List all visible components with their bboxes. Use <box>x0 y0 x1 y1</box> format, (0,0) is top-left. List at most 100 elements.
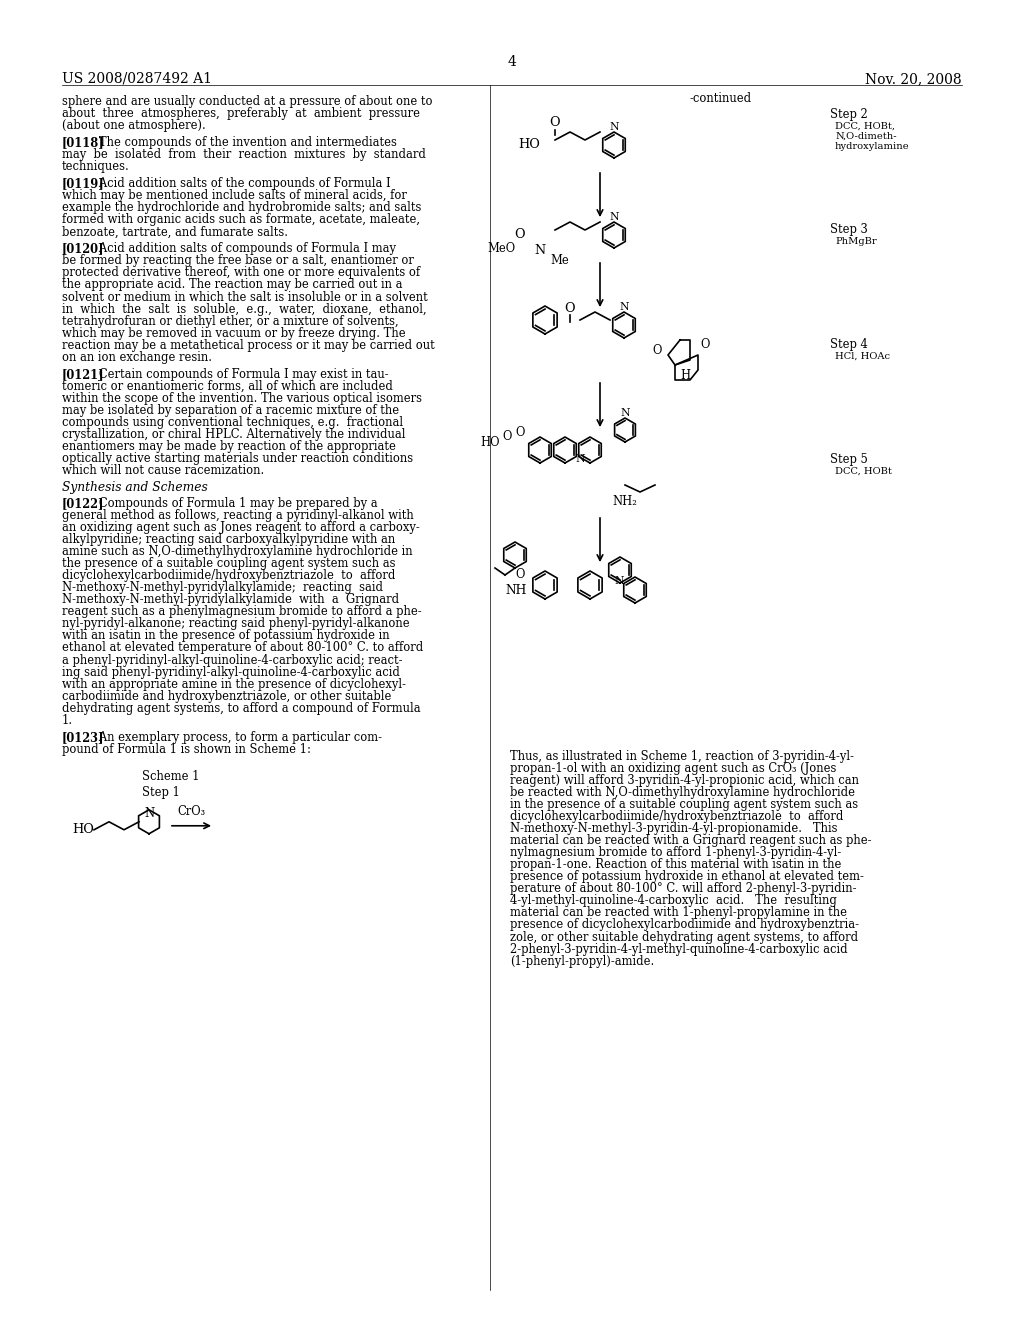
Text: tomeric or enantiomeric forms, all of which are included: tomeric or enantiomeric forms, all of wh… <box>62 380 393 393</box>
Text: DCC, HOBt,: DCC, HOBt, <box>835 121 895 131</box>
Text: [0118]: [0118] <box>62 136 104 149</box>
Text: Synthesis and Schemes: Synthesis and Schemes <box>62 480 208 494</box>
Text: Step 1: Step 1 <box>142 785 180 799</box>
Text: zole, or other suitable dehydrating agent systems, to afford: zole, or other suitable dehydrating agen… <box>510 931 858 944</box>
Text: presence of dicyclohexylcarbodiimide and hydroxybenztria-: presence of dicyclohexylcarbodiimide and… <box>510 919 859 932</box>
Text: nylmagnesium bromide to afford 1-phenyl-3-pyridin-4-yl-: nylmagnesium bromide to afford 1-phenyl-… <box>510 846 842 859</box>
Text: O: O <box>564 301 575 314</box>
Text: O: O <box>515 228 525 242</box>
Text: Acid addition salts of compounds of Formula I may: Acid addition salts of compounds of Form… <box>88 243 396 255</box>
Text: 4-yl-methyl-quinoline-4-carboxylic  acid.   The  resulting: 4-yl-methyl-quinoline-4-carboxylic acid.… <box>510 895 837 907</box>
Text: [0123]: [0123] <box>62 731 104 743</box>
Text: O: O <box>515 569 524 582</box>
Text: on an ion exchange resin.: on an ion exchange resin. <box>62 351 212 364</box>
Text: N-methoxy-N-methyl-3-pyridin-4-yl-propionamide.   This: N-methoxy-N-methyl-3-pyridin-4-yl-propio… <box>510 822 838 836</box>
Text: [0122]: [0122] <box>62 498 104 510</box>
Text: N: N <box>609 213 618 222</box>
Text: compounds using conventional techniques, e.g.  fractional: compounds using conventional techniques,… <box>62 416 403 429</box>
Text: dicyclohexylcarbodiimide/hydroxybenztriazole  to  afford: dicyclohexylcarbodiimide/hydroxybenztria… <box>510 810 844 824</box>
Text: ing said phenyl-pyridinyl-alkyl-quinoline-4-carboxylic acid: ing said phenyl-pyridinyl-alkyl-quinolin… <box>62 665 400 678</box>
Text: which may be mentioned include salts of mineral acids, for: which may be mentioned include salts of … <box>62 189 407 202</box>
Text: H: H <box>680 370 690 381</box>
Text: N-methoxy-N-methyl-pyridylalkylamide;  reacting  said: N-methoxy-N-methyl-pyridylalkylamide; re… <box>62 581 383 594</box>
Text: crystallization, or chiral HPLC. Alternatively the individual: crystallization, or chiral HPLC. Alterna… <box>62 428 406 441</box>
Text: Nov. 20, 2008: Nov. 20, 2008 <box>865 73 962 86</box>
Text: PhMgBr: PhMgBr <box>835 238 877 246</box>
Text: a phenyl-pyridinyl-alkyl-quinoline-4-carboxylic acid; react-: a phenyl-pyridinyl-alkyl-quinoline-4-car… <box>62 653 402 667</box>
Text: an oxidizing agent such as Jones reagent to afford a carboxy-: an oxidizing agent such as Jones reagent… <box>62 521 420 535</box>
Text: [0119]: [0119] <box>62 177 104 190</box>
Text: formed with organic acids such as formate, acetate, maleate,: formed with organic acids such as format… <box>62 214 420 226</box>
Text: An exemplary process, to form a particular com-: An exemplary process, to form a particul… <box>88 731 382 743</box>
Text: be reacted with N,O-dimethylhydroxylamine hydrochloride: be reacted with N,O-dimethylhydroxylamin… <box>510 787 855 799</box>
Text: techniques.: techniques. <box>62 160 130 173</box>
Text: DCC, HOBt: DCC, HOBt <box>835 467 892 477</box>
Text: reaction may be a metathetical process or it may be carried out: reaction may be a metathetical process o… <box>62 339 435 351</box>
Text: Scheme 1: Scheme 1 <box>142 770 200 783</box>
Text: Step 5: Step 5 <box>830 453 868 466</box>
Text: dicyclohexylcarbodiimide/hydroxybenztriazole  to  afford: dicyclohexylcarbodiimide/hydroxybenztria… <box>62 569 395 582</box>
Text: N: N <box>609 121 618 132</box>
Text: HCl, HOAc: HCl, HOAc <box>835 352 890 360</box>
Text: material can be reacted with 1-phenyl-propylamine in the: material can be reacted with 1-phenyl-pr… <box>510 907 847 920</box>
Text: 4: 4 <box>508 55 516 69</box>
Text: reagent such as a phenylmagnesium bromide to afford a phe-: reagent such as a phenylmagnesium bromid… <box>62 606 422 618</box>
Text: N: N <box>620 302 629 312</box>
Text: 2-phenyl-3-pyridin-4-yl-methyl-quinoline-4-carboxylic acid: 2-phenyl-3-pyridin-4-yl-methyl-quinoline… <box>510 942 848 956</box>
Text: enantiomers may be made by reaction of the appropriate: enantiomers may be made by reaction of t… <box>62 440 396 453</box>
Text: sphere and are usually conducted at a pressure of about one to: sphere and are usually conducted at a pr… <box>62 95 432 108</box>
Text: may  be  isolated  from  their  reaction  mixtures  by  standard: may be isolated from their reaction mixt… <box>62 148 426 161</box>
Text: in  which  the  salt  is  soluble,  e.g.,  water,  dioxane,  ethanol,: in which the salt is soluble, e.g., wate… <box>62 302 427 315</box>
Text: N: N <box>614 576 625 586</box>
Text: ethanol at elevated temperature of about 80-100° C. to afford: ethanol at elevated temperature of about… <box>62 642 423 655</box>
Text: (about one atmosphere).: (about one atmosphere). <box>62 119 206 132</box>
Text: N-methoxy-N-methyl-pyridylalkylamide  with  a  Grignard: N-methoxy-N-methyl-pyridylalkylamide wit… <box>62 593 399 606</box>
Text: within the scope of the invention. The various optical isomers: within the scope of the invention. The v… <box>62 392 422 405</box>
Text: Compounds of Formula 1 may be prepared by a: Compounds of Formula 1 may be prepared b… <box>88 498 378 510</box>
Text: NH: NH <box>506 583 527 597</box>
Text: HO: HO <box>480 436 500 449</box>
Text: CrO₃: CrO₃ <box>177 805 205 818</box>
Text: Step 4: Step 4 <box>830 338 867 351</box>
Text: Step 3: Step 3 <box>830 223 867 236</box>
Text: material can be reacted with a Grignard reagent such as phe-: material can be reacted with a Grignard … <box>510 834 871 847</box>
Text: nyl-pyridyl-alkanone; reacting said phenyl-pyridyl-alkanone: nyl-pyridyl-alkanone; reacting said phen… <box>62 618 410 631</box>
Text: Step 2: Step 2 <box>830 108 867 121</box>
Text: -continued: -continued <box>690 92 752 106</box>
Text: be formed by reacting the free base or a salt, enantiomer or: be formed by reacting the free base or a… <box>62 255 414 268</box>
Text: protected derivative thereof, with one or more equivalents of: protected derivative thereof, with one o… <box>62 267 420 280</box>
Text: O: O <box>652 343 662 356</box>
Text: example the hydrochloride and hydrobromide salts; and salts: example the hydrochloride and hydrobromi… <box>62 201 421 214</box>
Text: Thus, as illustrated in Scheme 1, reaction of 3-pyridin-4-yl-: Thus, as illustrated in Scheme 1, reacti… <box>510 750 854 763</box>
Text: the appropriate acid. The reaction may be carried out in a: the appropriate acid. The reaction may b… <box>62 279 402 292</box>
Text: hydroxylamine: hydroxylamine <box>835 143 909 150</box>
Text: the presence of a suitable coupling agent system such as: the presence of a suitable coupling agen… <box>62 557 395 570</box>
Text: with an appropriate amine in the presence of dicyclohexyl-: with an appropriate amine in the presenc… <box>62 677 406 690</box>
Text: optically active starting materials under reaction conditions: optically active starting materials unde… <box>62 451 413 465</box>
Text: tetrahydrofuran or diethyl ether, or a mixture of solvents,: tetrahydrofuran or diethyl ether, or a m… <box>62 314 398 327</box>
Text: which may be removed in vacuum or by freeze drying. The: which may be removed in vacuum or by fre… <box>62 326 406 339</box>
Text: O: O <box>503 429 512 442</box>
Text: O: O <box>700 338 710 351</box>
Text: O: O <box>515 425 524 438</box>
Text: Certain compounds of Formula I may exist in tau-: Certain compounds of Formula I may exist… <box>88 368 388 380</box>
Text: The compounds of the invention and intermediates: The compounds of the invention and inter… <box>88 136 396 149</box>
Text: [0121]: [0121] <box>62 368 104 380</box>
Text: N: N <box>621 408 630 418</box>
Text: solvent or medium in which the salt is insoluble or in a solvent: solvent or medium in which the salt is i… <box>62 290 428 304</box>
Text: 1.: 1. <box>62 714 73 727</box>
Text: N,O-dimeth-: N,O-dimeth- <box>835 132 897 141</box>
Text: propan-1-ol with an oxidizing agent such as CrO₃ (Jones: propan-1-ol with an oxidizing agent such… <box>510 762 837 775</box>
Text: may be isolated by separation of a racemic mixture of the: may be isolated by separation of a racem… <box>62 404 399 417</box>
Text: which will not cause racemization.: which will not cause racemization. <box>62 465 264 477</box>
Text: HO: HO <box>518 139 540 152</box>
Text: N: N <box>535 243 546 256</box>
Text: MeO: MeO <box>486 242 515 255</box>
Text: amine such as N,O-dimethylhydroxylamine hydrochloride in: amine such as N,O-dimethylhydroxylamine … <box>62 545 413 558</box>
Text: about  three  atmospheres,  preferably  at  ambient  pressure: about three atmospheres, preferably at a… <box>62 107 420 120</box>
Text: N: N <box>575 454 586 465</box>
Text: NH₂: NH₂ <box>612 495 637 508</box>
Text: pound of Formula 1 is shown in Scheme 1:: pound of Formula 1 is shown in Scheme 1: <box>62 743 311 756</box>
Text: presence of potassium hydroxide in ethanol at elevated tem-: presence of potassium hydroxide in ethan… <box>510 870 864 883</box>
Text: Acid addition salts of the compounds of Formula I: Acid addition salts of the compounds of … <box>88 177 390 190</box>
